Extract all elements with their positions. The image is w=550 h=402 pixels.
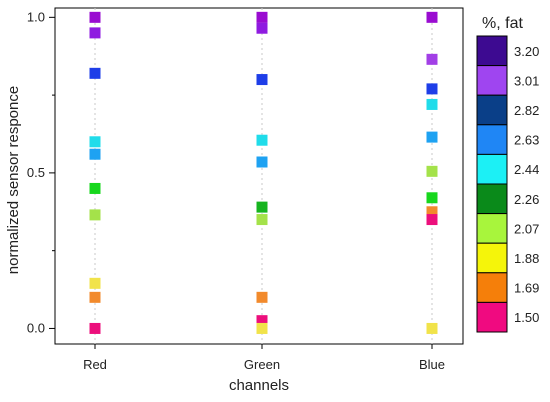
data-point [89,148,101,160]
legend-swatch [476,65,508,96]
data-point [89,209,101,221]
y-axis-title: normalized sensor responce [5,86,22,274]
y-tick-label: 0.0 [27,320,45,335]
data-point [426,11,438,23]
legend-label: 2.07 [514,221,539,236]
data-point [256,74,268,86]
data-point [426,165,438,177]
data-point [426,322,438,334]
data-point [89,136,101,148]
legend-swatch [476,242,508,274]
legend-label: 3.01 [514,73,539,88]
legend-label: 3.20 [514,44,539,59]
data-point [256,214,268,226]
data-point [256,134,268,146]
data-point [89,322,101,334]
data-point [89,182,101,194]
legend-swatch [476,153,508,185]
data-point [426,83,438,95]
data-point [256,322,268,334]
data-point [426,53,438,65]
data-point [89,291,101,303]
data-point [89,67,101,79]
data-point [426,206,438,218]
data-point [256,291,268,303]
legend-swatch [476,272,508,303]
x-tick-label: Blue [419,357,445,372]
legend-swatch [476,301,508,333]
legend-label: 2.44 [514,162,539,177]
x-axis-title: channels [229,377,289,394]
legend-label: 2.82 [514,103,539,118]
color-legend: 3.20 3.01 2.82 2.63 2.44 2.26 2.07 1.88 1.69 1.50 [476,35,539,333]
legend-swatch [476,183,508,215]
legend-title: %, fat [482,15,523,32]
data-point [256,11,268,23]
x-axis: Red Green Blue [83,344,445,372]
x-tick-label: Red [83,357,107,372]
data-point [426,98,438,110]
y-tick-label: 1.0 [27,9,45,24]
data-point [256,156,268,168]
data-point [256,22,268,34]
legend-label: 2.63 [514,133,539,148]
legend-swatch [476,124,508,155]
legend-swatch [476,213,508,244]
data-point [426,131,438,143]
plot-area [54,7,464,345]
data-point [89,277,101,289]
x-tick-label: Green [244,357,280,372]
data-point [89,11,101,23]
data-point [256,315,268,327]
legend-label: 1.50 [514,310,539,325]
legend-swatch [476,94,508,126]
data-point [426,192,438,204]
legend-label: 2.26 [514,192,539,207]
y-tick-label: 0.5 [27,165,45,180]
legend-label: 1.69 [514,281,539,296]
data-points [89,11,438,334]
data-point [256,201,268,213]
data-point [426,214,438,226]
y-axis: 0.0 0.5 1.0 [27,9,55,335]
legend-swatch [476,35,508,67]
legend-label: 1.88 [514,251,539,266]
data-point [89,27,101,39]
